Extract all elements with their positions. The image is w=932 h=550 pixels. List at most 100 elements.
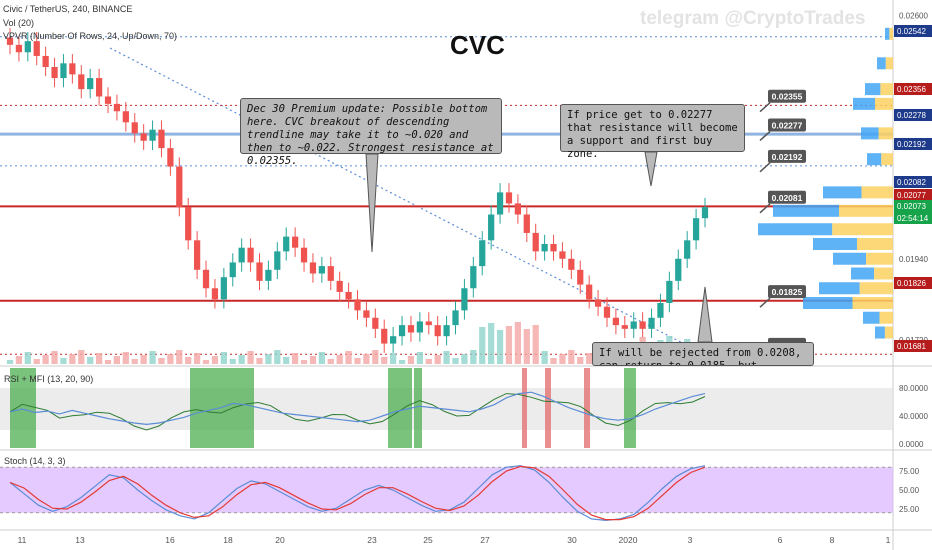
level-tag: 0.01825 [759, 285, 806, 308]
vpvr-bar-down [832, 223, 893, 236]
note-resistance-support[interactable]: If price get to 0.02277 that resistance … [560, 104, 745, 160]
volume-bar [345, 351, 352, 364]
volume-bar [104, 360, 112, 364]
volume-bar [354, 358, 361, 364]
candle-body [675, 258, 682, 281]
time-axis-tick: 13 [75, 535, 85, 545]
volume-bar [568, 350, 575, 364]
level-tag-box [768, 285, 806, 299]
volume-bar [452, 358, 459, 364]
candle-body [33, 41, 40, 56]
volume-bar [496, 330, 504, 364]
volume-bar [283, 357, 290, 364]
volume-bar [265, 354, 272, 364]
note-dec30-update[interactable]: Dec 30 Premium update: Possible bottom h… [240, 98, 502, 167]
vpvr-bar-up [851, 267, 875, 280]
volume-bar [69, 354, 76, 364]
candle-body [167, 148, 174, 167]
price-badge-text: 0.02073 [897, 202, 926, 211]
symbol-header: Civic / TetherUS, 240, BINANCE [3, 4, 133, 14]
time-axis-tick: 20 [275, 535, 285, 545]
vpvr-bar-down [861, 186, 893, 199]
candle-body [532, 232, 539, 252]
level-tag-text: 0.01825 [772, 287, 803, 297]
time-axis-tick: 3 [688, 535, 693, 545]
price-badge-text: 0.02278 [897, 111, 926, 120]
candle-body [407, 325, 415, 333]
vpvr-bar-down [866, 252, 893, 265]
vpvr-bar-up [833, 252, 866, 265]
volume-bar [176, 350, 183, 364]
level-tag-box [768, 89, 806, 103]
candle-body [701, 207, 709, 219]
volume-bar [274, 350, 281, 364]
time-axis-tick: 25 [423, 535, 433, 545]
candle-body [550, 244, 557, 252]
rsi-oversold-zone [190, 368, 254, 448]
price-badge-text: 0.01826 [897, 279, 926, 288]
price-badge-text: 02:54:14 [897, 214, 929, 223]
volume-bar [247, 351, 254, 364]
vpvr-bar-up [885, 27, 890, 40]
volume-bar [42, 355, 49, 364]
level-tag-text: 0.02355 [772, 92, 803, 102]
candle-body [283, 236, 290, 252]
candle-body [220, 277, 227, 300]
candle-body [363, 310, 370, 318]
candle-body [309, 262, 317, 274]
candle-body [300, 247, 308, 263]
volume-bar [229, 359, 236, 364]
time-axis-tick: 16 [165, 535, 175, 545]
volume-bar [416, 352, 423, 364]
rsi-line [9, 391, 706, 426]
candle-body [684, 240, 691, 259]
volume-bar [51, 351, 58, 364]
price-badge [894, 277, 932, 289]
volume-bar [327, 359, 334, 364]
volume-bar [149, 351, 156, 364]
rsi-oversold-zone [10, 368, 36, 448]
rsi-mfi-label: RSI + MFI (13, 20, 90) [4, 374, 94, 384]
candle-body [692, 218, 700, 241]
volume-bar [256, 358, 263, 364]
vpvr-bar-up [867, 153, 882, 166]
candle-body [479, 240, 486, 267]
level-tag-text: 0.02081 [772, 193, 803, 203]
volume-bar [202, 360, 210, 364]
vpvr-bar-down [879, 311, 893, 324]
rsi-overbought-zone [545, 368, 551, 448]
candle-body [639, 321, 646, 329]
level-tag-pointer [759, 203, 771, 214]
price-badge [894, 189, 932, 201]
candle-body [42, 55, 49, 67]
price-badge [894, 340, 932, 352]
note-rejection-scenario[interactable]: If will be rejected from 0.0208, can ret… [592, 342, 814, 366]
candle-body [434, 325, 441, 337]
candle-body [87, 78, 94, 90]
candle-body [577, 269, 584, 285]
candle-body [568, 258, 575, 270]
vpvr-bar-up [823, 186, 862, 199]
candle-body [470, 266, 477, 289]
candle-body [6, 37, 14, 45]
rsi-oversold-zone [414, 368, 422, 448]
volume-bar [87, 357, 94, 364]
stoch-d-line [9, 465, 706, 521]
volume-bar [193, 353, 201, 364]
candle-body [381, 328, 388, 344]
vpvr-bar-up [758, 223, 833, 236]
volume-bar [390, 353, 397, 364]
candle-body [131, 122, 138, 134]
volume-bar [523, 329, 530, 364]
price-badge-text: 0.02077 [897, 191, 926, 200]
candle-body [621, 325, 628, 329]
volume-bar [292, 353, 299, 364]
price-badge [894, 83, 932, 95]
stoch-label: Stoch (14, 3, 3) [4, 456, 66, 466]
volume-bar [363, 354, 370, 364]
time-axis-tick: 18 [223, 535, 233, 545]
volume-bar [158, 358, 165, 364]
level-tag: 0.02355 [759, 89, 806, 113]
time-axis-tick: 27 [480, 535, 490, 545]
volume-bar [577, 357, 584, 364]
